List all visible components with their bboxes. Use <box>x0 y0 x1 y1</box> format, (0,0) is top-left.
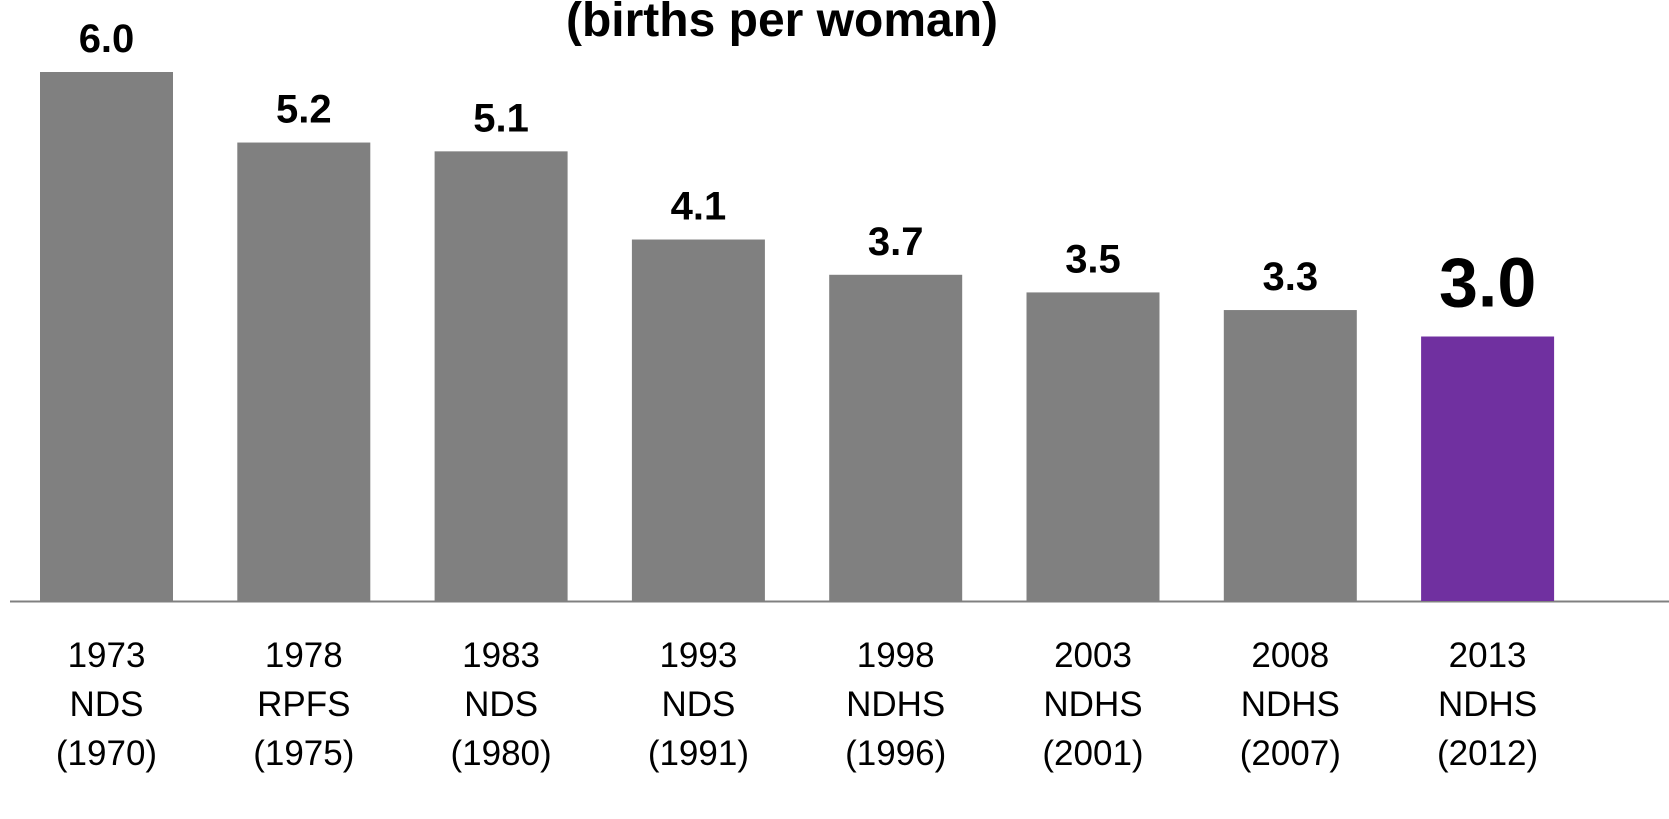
bar <box>1026 292 1160 601</box>
value-label: 5.1 <box>473 96 529 140</box>
bar <box>434 151 568 601</box>
x-tick-line: NDHS <box>1043 685 1142 724</box>
x-tick-label: 2003 NDHS (2001) <box>1042 636 1143 773</box>
value-label: 3.7 <box>868 220 924 264</box>
x-tick-label: 2013 NDHS (2012) <box>1437 636 1538 773</box>
x-tick-line: (2007) <box>1240 734 1341 773</box>
value-label: 3.3 <box>1262 255 1318 299</box>
x-tick-line: (2012) <box>1437 734 1538 773</box>
x-tick-line: NDS <box>70 685 144 724</box>
x-tick-line: 2008 <box>1251 636 1329 675</box>
x-tick-line: (1996) <box>845 734 946 773</box>
x-tick-line: 1973 <box>68 636 146 675</box>
x-tick-label: 1973 NDS (1970) <box>56 636 157 773</box>
bar <box>829 274 963 601</box>
x-tick-line: NDS <box>464 685 538 724</box>
x-tick-line: (2001) <box>1042 734 1143 773</box>
x-tick-line: 2003 <box>1054 636 1132 675</box>
value-label: 6.0 <box>79 17 135 61</box>
x-tick-label: 1983 NDS (1980) <box>451 636 552 773</box>
x-tick-line: NDHS <box>846 685 945 724</box>
x-tick-line: (1970) <box>56 734 157 773</box>
x-tick-line: NDS <box>661 685 735 724</box>
x-tick-line: (1980) <box>451 734 552 773</box>
chart-title: (births per woman) <box>566 0 998 47</box>
x-tick-line: (1975) <box>253 734 354 773</box>
value-label: 3.0 <box>1439 244 1536 322</box>
bar <box>631 239 765 601</box>
x-tick-line: 2013 <box>1449 636 1527 675</box>
x-tick-line: (1991) <box>648 734 749 773</box>
x-tick-line: RPFS <box>257 685 350 724</box>
bar <box>40 72 173 601</box>
x-tick-label: 2008 NDHS (2007) <box>1240 636 1341 773</box>
value-label: 4.1 <box>671 185 727 229</box>
x-tick-label: 1998 NDHS (1996) <box>845 636 946 773</box>
x-tick-label: 1993 NDS (1991) <box>648 636 749 773</box>
bar <box>1223 310 1357 601</box>
x-tick-label: 1978 RPFS (1975) <box>253 636 354 773</box>
x-tick-line: NDHS <box>1241 685 1340 724</box>
x-tick-line: 1998 <box>857 636 935 675</box>
x-tick-line: 1978 <box>265 636 343 675</box>
x-tick-line: 1983 <box>462 636 540 675</box>
bar <box>237 142 371 602</box>
value-label: 3.5 <box>1065 237 1121 281</box>
bar <box>1421 336 1555 601</box>
x-tick-line: NDHS <box>1438 685 1537 724</box>
x-tick-line: 1993 <box>659 636 737 675</box>
value-label: 5.2 <box>276 88 332 132</box>
